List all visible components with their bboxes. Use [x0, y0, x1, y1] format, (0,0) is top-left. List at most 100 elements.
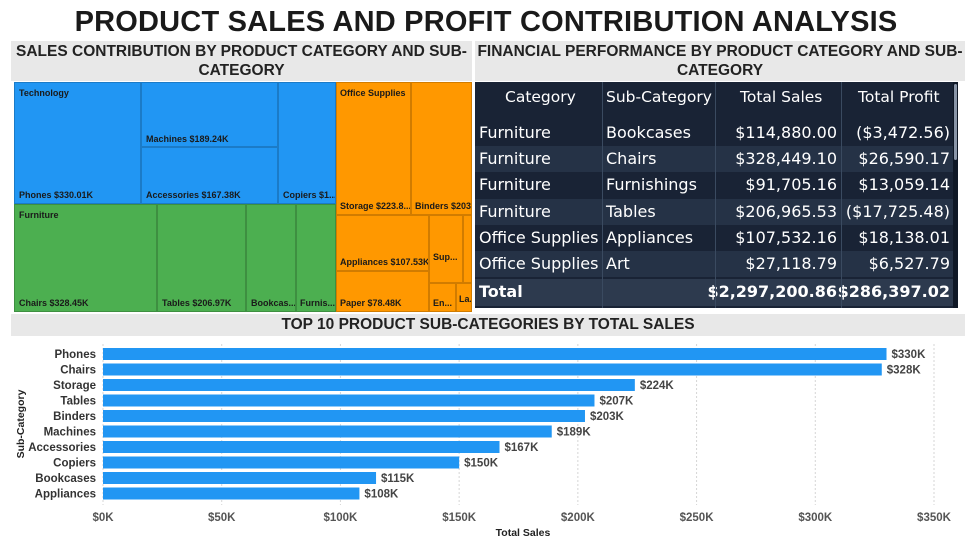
page-title: PRODUCT SALES AND PROFIT CONTRIBUTION AN… [74, 6, 898, 38]
bar[interactable] [103, 472, 377, 484]
treemap-cell-machines[interactable]: Machines $189.24K [141, 82, 278, 147]
column-header-total-profit[interactable]: Total Profit [858, 88, 940, 106]
treemap-cell-furnishings[interactable]: Furnis... [296, 204, 336, 312]
cell-sub-category: Bookcases [606, 123, 691, 142]
treemap-cell-envelopes[interactable]: En... [429, 283, 456, 312]
column-header-sub-category[interactable]: Sub-Category [606, 88, 712, 106]
table-title: FINANCIAL PERFORMANCE BY PRODUCT CATEGOR… [475, 41, 965, 81]
treemap-cell-label: Appliances $107.53K [340, 257, 429, 267]
cell-total-sales: $114,880.00 [735, 123, 837, 142]
table-row[interactable]: Furniture Chairs $328,449.10 $26,590.17 [475, 146, 953, 172]
x-tick-label: $200K [561, 512, 596, 524]
table-scrollbar-thumb[interactable] [954, 84, 957, 160]
treemap-cell-labels[interactable]: La... [456, 283, 472, 312]
cell-total-profit: $286,397.02 [837, 282, 950, 301]
column-divider [715, 82, 716, 308]
sales-treemap[interactable]: Technology Phones $330.01K Machines $189… [14, 82, 472, 312]
treemap-cell-label: Copiers $1... [283, 190, 336, 200]
cell-total-sales: $206,965.53 [735, 202, 837, 221]
treemap-cell-label: La... [459, 294, 472, 304]
treemap-cell-appliances[interactable]: Appliances $107.53K [336, 215, 429, 271]
treemap-cell-label: Bookcas... [251, 298, 296, 308]
treemap-cell-chairs[interactable]: Furniture Chairs $328.45K [14, 204, 157, 312]
treemap-cell-label: En... [433, 298, 453, 308]
cell-total-profit: ($17,725.48) [845, 202, 950, 221]
table-row[interactable]: Office Supplies Appliances $107,532.16 $… [475, 225, 953, 251]
data-label: $108K [364, 489, 399, 501]
table-row[interactable]: Furniture Furnishings $91,705.16 $13,059… [475, 172, 953, 198]
cell-sub-category: Furnishings [606, 175, 697, 194]
treemap-cell-copiers[interactable]: Copiers $1... [278, 82, 336, 204]
data-label: $189K [557, 427, 592, 439]
data-label: $150K [464, 458, 499, 470]
table-total-row: Total $2,297,200.86 $286,397.02 [475, 279, 953, 306]
treemap-cell-label: Tables $206.97K [162, 298, 232, 308]
y-tick-label: Copiers [53, 458, 96, 470]
cell-sub-category: Art [606, 254, 630, 273]
bar[interactable] [103, 348, 887, 360]
treemap-cell-paper[interactable]: Paper $78.48K [336, 271, 429, 312]
table-header-row: Category Sub-Category Total Sales Total … [475, 84, 953, 112]
cell-category: Office Supplies [479, 254, 599, 273]
data-label: $115K [381, 473, 415, 485]
treemap-cell-label: Paper $78.48K [340, 298, 402, 308]
x-tick-label: $300K [798, 512, 833, 524]
y-tick-label: Machines [44, 427, 96, 439]
treemap-cell-phones[interactable]: Technology Phones $330.01K [14, 82, 141, 204]
table-scrollbar[interactable] [953, 82, 958, 308]
cell-category: Furniture [479, 175, 551, 194]
x-tick-label: $50K [208, 512, 236, 524]
cell-total-sales: $107,532.16 [735, 228, 837, 247]
treemap-cell-accessories[interactable]: Accessories $167.38K [141, 147, 278, 204]
bar[interactable] [103, 441, 500, 453]
treemap-group-label-technology: Technology [19, 88, 69, 98]
column-header-total-sales[interactable]: Total Sales [740, 88, 823, 106]
table-row[interactable]: Furniture Tables $206,965.53 ($17,725.48… [475, 199, 953, 225]
x-tick-label: $150K [442, 512, 477, 524]
cell-category: Office Supplies [479, 228, 599, 247]
treemap-cell-tables[interactable]: Tables $206.97K [157, 204, 246, 312]
cell-total-profit: $26,590.17 [858, 149, 950, 168]
y-tick-label: Appliances [35, 489, 96, 501]
x-tick-label: $0K [92, 512, 114, 524]
data-label: $224K [640, 380, 675, 392]
data-label: $167K [505, 442, 540, 454]
bar[interactable] [103, 410, 585, 422]
bar[interactable] [103, 456, 460, 469]
cell-sub-category: Appliances [606, 228, 694, 247]
treemap-cell-label: Binders $203... [415, 201, 472, 211]
treemap-cell-label: Chairs $328.45K [19, 298, 89, 308]
cell-total-profit: $6,527.79 [868, 254, 950, 273]
cell-total-profit: $13,059.14 [858, 175, 950, 194]
bar[interactable] [103, 363, 882, 376]
column-header-category[interactable]: Category [505, 88, 576, 106]
y-tick-label: Bookcases [35, 473, 96, 485]
y-tick-label: Binders [53, 411, 96, 423]
data-label: $203K [590, 411, 625, 423]
table-row[interactable]: Office Supplies Art $27,118.79 $6,527.79 [475, 251, 953, 277]
bar[interactable] [103, 425, 552, 438]
table-row[interactable]: Furniture Bookcases $114,880.00 ($3,472.… [475, 120, 953, 146]
treemap-cell-storage[interactable]: Office Supplies Storage $223.8... [336, 82, 411, 215]
bar[interactable] [103, 379, 635, 391]
treemap-group-label-office-supplies: Office Supplies [340, 88, 406, 98]
bar[interactable] [103, 394, 595, 407]
treemap-cell-supplies[interactable]: Sup... [429, 215, 463, 283]
treemap-cell-bookcases[interactable]: Bookcas... [246, 204, 296, 312]
treemap-cell-label: Furnis... [300, 298, 336, 308]
bar[interactable] [103, 487, 360, 500]
treemap-cell-label: Accessories $167.38K [146, 190, 241, 200]
treemap-cell-small[interactable] [463, 215, 472, 283]
cell-category: Furniture [479, 202, 551, 221]
data-label: $328K [887, 365, 922, 377]
cell-total-label: Total [479, 282, 523, 301]
treemap-cell-label: Storage $223.8... [340, 201, 411, 211]
data-label: $207K [599, 396, 634, 408]
financial-table[interactable]: Category Sub-Category Total Sales Total … [475, 82, 958, 308]
y-tick-label: Storage [53, 380, 96, 392]
treemap-cell-binders[interactable]: Binders $203... [411, 82, 472, 215]
column-divider [602, 82, 603, 308]
treemap-group-label-furniture: Furniture [19, 210, 59, 220]
x-tick-label: $100K [323, 512, 358, 524]
top-subcategories-bar-chart[interactable]: $0K $50K $100K $150K $200K $250K $300K $350K Pho… [0, 336, 965, 541]
